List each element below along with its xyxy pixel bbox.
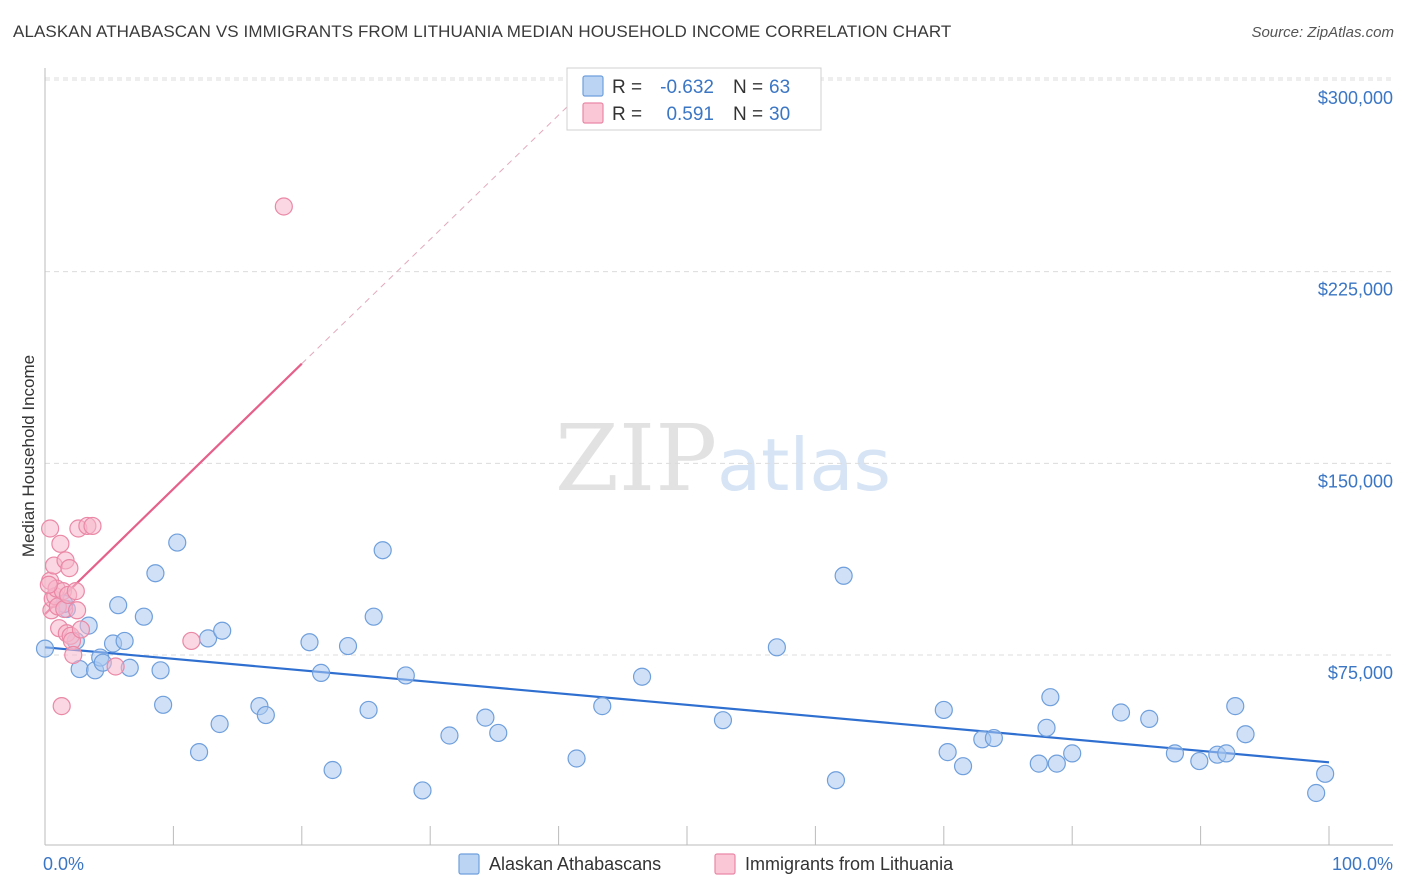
pink-point-27 (274, 197, 293, 216)
blue-point-13 (146, 564, 165, 583)
blue-point-50 (1047, 754, 1066, 773)
blue-point-22 (256, 705, 275, 725)
y-tick-label-2: $225,000 (1318, 280, 1393, 300)
legend-swatch-blue (582, 75, 604, 97)
blue-point-25 (323, 760, 342, 780)
series-legend-swatch-blue (458, 853, 480, 875)
pink-point-16 (60, 559, 79, 578)
blue-point-19 (210, 714, 229, 734)
blue-point-17 (189, 743, 209, 762)
legend-swatch-pink (582, 102, 604, 124)
pink-point-29 (71, 620, 91, 639)
blue-point-34 (489, 723, 508, 743)
series-legend-label-1: Alaskan Athabascans (489, 854, 661, 874)
blue-point-55 (1190, 751, 1209, 771)
pink-trend-extension (301, 89, 585, 365)
y-tick-label-0: $75,000 (1328, 663, 1393, 683)
pink-point-0 (41, 519, 60, 538)
blue-point-54 (1165, 744, 1185, 763)
blue-point-53 (1140, 709, 1159, 728)
legend-r-value-1: -0.632 (660, 77, 714, 98)
chart-title: ALASKAN ATHABASCAN VS IMMIGRANTS FROM LI… (13, 22, 952, 41)
blue-point-37 (632, 667, 652, 686)
blue-point-40 (826, 771, 846, 790)
source-label: Source: ZipAtlas.com (1251, 24, 1394, 41)
y-tick-label-1: $150,000 (1318, 471, 1393, 491)
pink-point-9 (51, 534, 70, 553)
legend-n-label-2: N = (733, 104, 763, 125)
blue-point-16 (168, 533, 187, 552)
blue-point-44 (953, 757, 973, 776)
pink-point-26 (182, 631, 201, 651)
pink-point-24 (83, 516, 102, 536)
blue-point-51 (1063, 744, 1082, 763)
blue-trend-line (44, 646, 1330, 764)
blue-point-47 (1029, 754, 1048, 773)
legend-r-label-2: R = (612, 104, 642, 125)
pink-point-20 (66, 582, 85, 601)
pink-point-28 (39, 575, 58, 594)
pink-point-21 (67, 601, 87, 620)
blue-point-59 (1236, 725, 1255, 744)
blue-point-23 (300, 633, 319, 652)
correlation-legend: R = -0.632 N = 63 R = 0.591 N = 30 (566, 67, 822, 131)
blue-point-38 (767, 638, 786, 657)
blue-point-39 (713, 711, 733, 730)
blue-point-10 (115, 631, 134, 651)
blue-point-60 (1307, 783, 1326, 803)
y-axis-title: Median Household Income (19, 355, 38, 557)
x-tick-label-0: 0.0% (43, 854, 84, 874)
watermark-zip: ZIP (555, 405, 717, 512)
blue-point-9 (109, 596, 128, 615)
blue-point-42 (934, 700, 953, 720)
legend-n-value-2: 30 (769, 104, 790, 125)
blue-point-33 (476, 708, 495, 727)
blue-point-24 (311, 663, 331, 682)
blue-point-43 (938, 743, 957, 762)
series-legend-swatch-pink (714, 853, 736, 875)
axes (44, 68, 1393, 846)
legend-n-value-1: 63 (769, 77, 790, 98)
blue-point-57 (1217, 744, 1236, 763)
pink-trend-line (44, 362, 303, 615)
pink-point-10 (52, 697, 71, 716)
blue-point-48 (1037, 718, 1056, 737)
blue-point-32 (440, 726, 459, 745)
blue-point-58 (1226, 697, 1245, 716)
blue-point-28 (364, 607, 383, 626)
blue-point-30 (396, 666, 415, 685)
series-legend-label-2: Immigrants from Lithuania (745, 854, 954, 874)
gridlines (45, 77, 1393, 656)
blue-point-15 (154, 695, 173, 714)
series-legend: Alaskan Athabascans Immigrants from Lith… (458, 853, 954, 875)
blue-point-31 (413, 781, 432, 800)
blue-point-35 (567, 749, 586, 768)
blue-point-52 (1111, 703, 1131, 722)
blue-point-14 (151, 661, 170, 680)
blue-point-46 (984, 728, 1003, 748)
legend-n-label-1: N = (733, 77, 763, 98)
watermark-atlas: atlas (717, 423, 891, 507)
pink-point-19 (64, 645, 83, 665)
pink-point-25 (106, 657, 125, 676)
blue-point-0 (35, 639, 55, 658)
blue-point-29 (373, 541, 392, 560)
y-tick-label-3: $300,000 (1318, 88, 1393, 108)
blue-point-26 (338, 636, 358, 656)
blue-point-36 (593, 697, 612, 716)
scatter-points (35, 197, 1335, 803)
blue-point-49 (1041, 688, 1060, 707)
blue-point-41 (834, 566, 853, 585)
x-tick-label-1: 100.0% (1332, 854, 1393, 874)
blue-point-20 (213, 621, 232, 640)
blue-point-12 (134, 607, 153, 626)
tick-labels: $75,000 $150,000 $225,000 $300,000 0.0% 100.0… (43, 88, 1393, 874)
blue-point-27 (359, 700, 378, 720)
legend-r-label-1: R = (612, 77, 642, 98)
blue-point-61 (1316, 764, 1335, 783)
legend-r-value-2: 0.591 (666, 104, 714, 125)
trend-lines (44, 89, 1330, 764)
